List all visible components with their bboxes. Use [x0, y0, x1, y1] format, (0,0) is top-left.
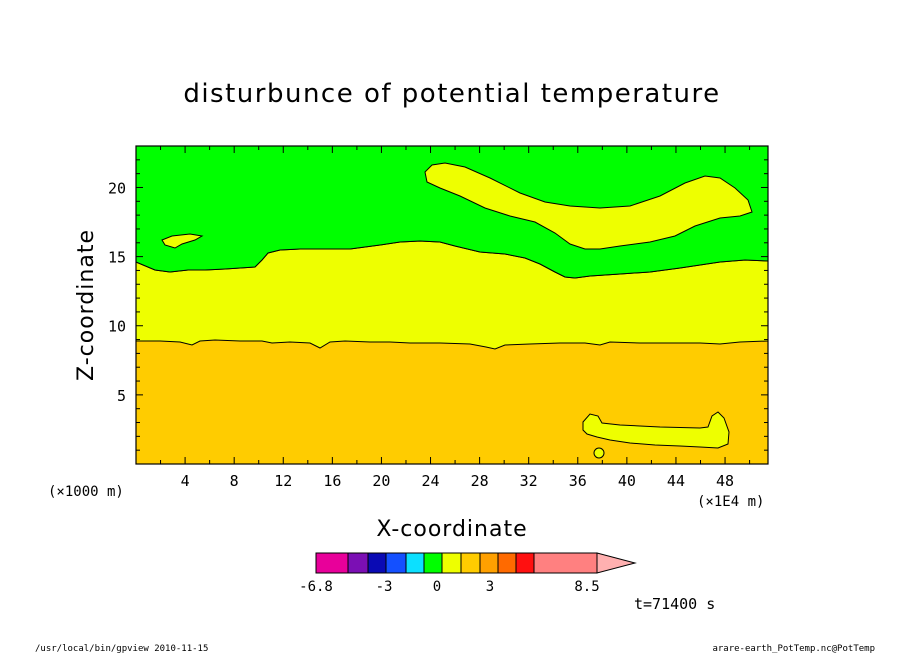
- region-patch-left: [161, 233, 204, 249]
- y-tick-label: 10: [108, 318, 126, 336]
- region-patch-upper: [424, 162, 753, 250]
- x-tick-label: 40: [618, 472, 636, 490]
- y-tick-label: 20: [108, 179, 126, 197]
- x-tick-label: 8: [230, 472, 239, 490]
- x-tick-label: 4: [181, 472, 190, 490]
- x-tick-label: 28: [471, 472, 489, 490]
- colorbar-label: 3: [486, 579, 494, 595]
- colorbar-segment: [441, 552, 462, 574]
- colorbar-segment: [479, 552, 499, 574]
- x-tick-label: 12: [274, 472, 292, 490]
- colorbar-segment: [497, 552, 517, 574]
- chart-title: disturbunce of potential temperature: [183, 79, 720, 109]
- colorbar: -6.8 -3 0 3 8.5: [299, 552, 637, 595]
- colorbar-segment: [315, 552, 349, 574]
- colorbar-segment: [385, 552, 407, 574]
- x-tick-label: 32: [520, 472, 538, 490]
- x-tick-label: 16: [323, 472, 341, 490]
- x-tick-label: 44: [667, 472, 685, 490]
- y-axis: 5 10 15 20: [108, 159, 768, 451]
- region-patch-lower: [582, 411, 730, 449]
- contour-field: [135, 145, 769, 464]
- y-tick-label: 5: [117, 387, 126, 405]
- y-tick-label: 15: [108, 249, 126, 267]
- colorbar-label: 8.5: [574, 579, 599, 595]
- colorbar-label: 0: [433, 579, 441, 595]
- x-axis: 4 8 12 16 20 24 28 32 36 40 44 48: [135, 146, 751, 490]
- x-axis-label: X-coordinate: [376, 517, 527, 542]
- footer-right: arare-earth_PotTemp.nc@PotTemp: [712, 644, 875, 654]
- x-unit-right: (×1E4 m): [697, 494, 764, 510]
- colorbar-segment: [460, 552, 481, 574]
- colorbar-segment: [405, 552, 425, 574]
- colorbar-segment: [515, 552, 535, 574]
- colorbar-segment: [347, 552, 369, 574]
- x-tick-label: 36: [569, 472, 587, 490]
- y-axis-label: Z-coordinate: [74, 229, 99, 381]
- x-tick-label: 24: [421, 472, 439, 490]
- footer-left: /usr/local/bin/gpview 2010-11-15: [35, 644, 208, 654]
- plot-frame: [135, 145, 769, 465]
- colorbar-segment: [367, 552, 387, 574]
- colorbar-label: -3: [376, 579, 393, 595]
- colorbar-segment: [533, 552, 598, 574]
- colorbar-arrow: [596, 552, 637, 574]
- x-unit-left: (×1000 m): [48, 484, 124, 500]
- x-tick-label: 20: [372, 472, 390, 490]
- colorbar-label: -6.8: [299, 579, 333, 595]
- colorbar-segment: [423, 552, 443, 574]
- time-label: t=71400 s: [634, 595, 715, 613]
- region-patch-dot: [593, 447, 605, 459]
- x-tick-label: 48: [716, 472, 734, 490]
